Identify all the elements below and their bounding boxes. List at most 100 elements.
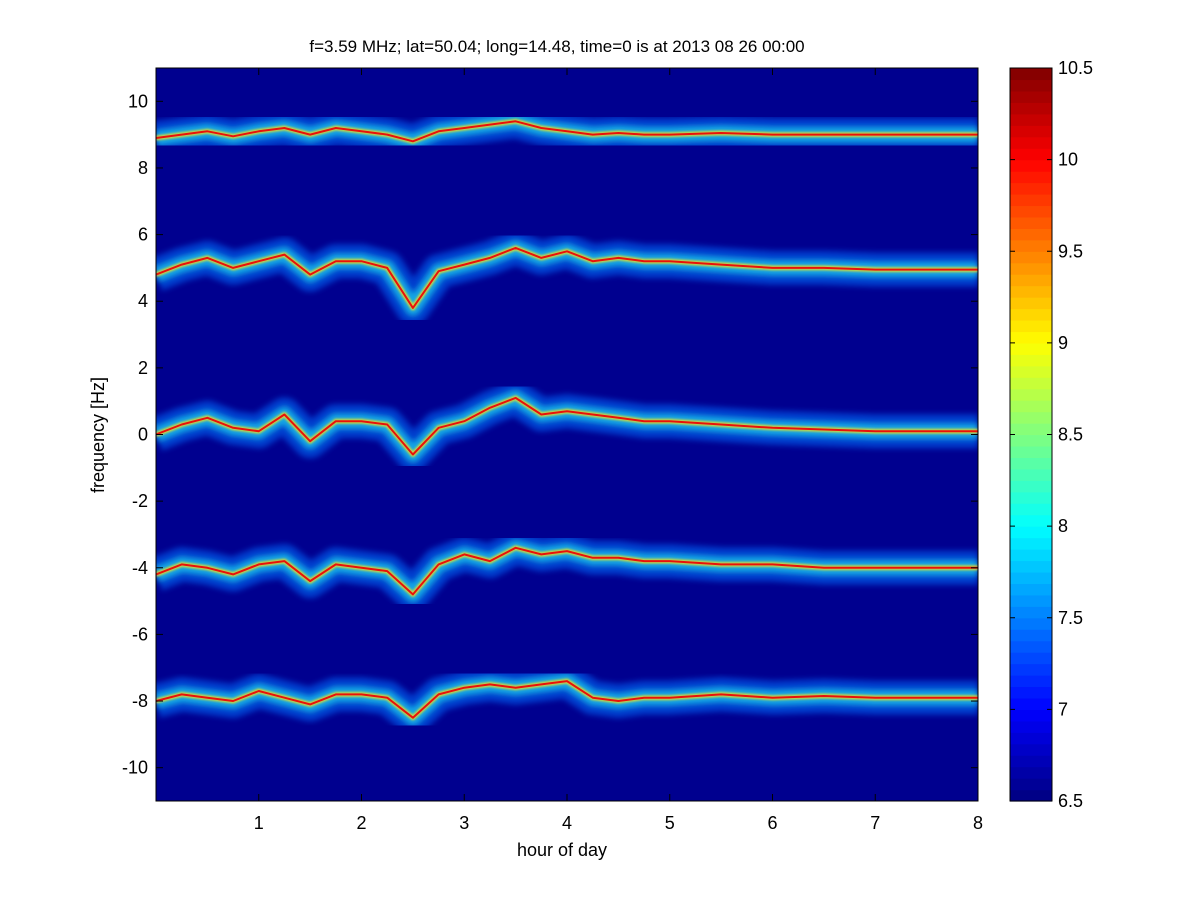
colorbar-tick-label: 8 — [1058, 516, 1068, 536]
colorbar-segment — [1010, 90, 1052, 103]
trace-line — [156, 396, 978, 456]
colorbar-segment — [1010, 171, 1052, 184]
colorbar-segment — [1010, 468, 1052, 481]
colorbar-segment — [1010, 308, 1052, 321]
colorbar-segment — [1010, 652, 1052, 665]
colorbar-tick-label: 6.5 — [1058, 791, 1083, 811]
colorbar-segment — [1010, 720, 1052, 733]
colorbar-segment — [1010, 491, 1052, 504]
colorbar-segment — [1010, 251, 1052, 264]
colorbar-segment — [1010, 560, 1052, 573]
y-tick-label: 4 — [138, 291, 148, 311]
trace-line — [156, 120, 978, 143]
colorbar-segment — [1010, 594, 1052, 607]
colorbar-segment — [1010, 262, 1052, 275]
x-axis: 1 2 3 4 5 6 7 8 — [254, 68, 983, 833]
colorbar-segment — [1010, 354, 1052, 367]
colorbar-tick-label: 10 — [1058, 150, 1078, 170]
y-tick-label: -4 — [132, 558, 148, 578]
y-tick-label: 0 — [138, 425, 148, 445]
colorbar-tick-label: 8.5 — [1058, 425, 1083, 445]
x-tick-label: 6 — [767, 813, 777, 833]
colorbar-segment — [1010, 342, 1052, 355]
x-tick-label: 4 — [562, 813, 572, 833]
colorbar-segment — [1010, 755, 1052, 768]
y-tick-label: -8 — [132, 691, 148, 711]
colorbar-segment — [1010, 766, 1052, 779]
y-axis: -10 -8 -6 -4 -2 0 2 4 6 8 10 — [122, 91, 978, 778]
trace-line — [156, 546, 978, 596]
y-tick-label: 8 — [138, 158, 148, 178]
x-tick-label: 5 — [665, 813, 675, 833]
colorbar-segment — [1010, 125, 1052, 138]
colorbar-segment — [1010, 778, 1052, 791]
colorbar-segment — [1010, 331, 1052, 344]
colorbar-segment — [1010, 663, 1052, 676]
colorbar-segment — [1010, 239, 1052, 252]
colorbar-segment — [1010, 182, 1052, 195]
x-tick-label: 8 — [973, 813, 983, 833]
colorbar-segment — [1010, 571, 1052, 584]
colorbar-segment — [1010, 789, 1052, 802]
colorbar-segment — [1010, 583, 1052, 596]
colorbar-segment — [1010, 629, 1052, 642]
colorbar-segment — [1010, 606, 1052, 619]
colorbar-segment — [1010, 68, 1052, 81]
colorbar-segment — [1010, 159, 1052, 172]
colorbar-segment — [1010, 102, 1052, 115]
colorbar-segment — [1010, 148, 1052, 161]
colorbar-tick-label: 10.5 — [1058, 58, 1093, 78]
colorbar-segment — [1010, 377, 1052, 390]
colorbar-segment — [1010, 640, 1052, 653]
trace-line — [156, 246, 978, 309]
colorbar-tick-label: 9.5 — [1058, 241, 1083, 261]
colorbar-segment — [1010, 297, 1052, 310]
colorbar-segment — [1010, 193, 1052, 207]
colorbar-segment — [1010, 423, 1052, 436]
colorbar-segment — [1010, 697, 1052, 710]
colorbar-segment — [1010, 285, 1052, 298]
colorbar-segment — [1010, 400, 1052, 413]
y-tick-label: -2 — [132, 491, 148, 511]
colorbar-segment — [1010, 503, 1052, 516]
chart-title: f=3.59 MHz; lat=50.04; long=14.48, time=… — [309, 37, 804, 56]
colorbar-segment — [1010, 274, 1052, 287]
colorbar: 6.5 7 7.5 8 8.5 9 9.5 10 10.5 — [1009, 58, 1093, 811]
colorbar-segment — [1010, 709, 1052, 722]
y-tick-label: 6 — [138, 225, 148, 245]
colorbar-tick-label: 7 — [1058, 699, 1068, 719]
colorbar-segment — [1010, 411, 1052, 424]
y-tick-label: -6 — [132, 624, 148, 644]
x-tick-label: 2 — [356, 813, 366, 833]
colorbar-segment — [1010, 216, 1052, 229]
colorbar-segment — [1010, 445, 1052, 458]
x-tick-label: 1 — [254, 813, 264, 833]
colorbar-segment — [1010, 319, 1052, 333]
colorbar-segment — [1010, 743, 1052, 756]
y-tick-label: 2 — [138, 358, 148, 378]
colorbar-segment — [1010, 388, 1052, 401]
colorbar-segment — [1010, 514, 1052, 527]
colorbar-segment — [1010, 113, 1052, 126]
colorbar-segment — [1010, 732, 1052, 745]
colorbar-segment — [1010, 675, 1052, 688]
colorbar-segment — [1010, 526, 1052, 539]
y-axis-label: frequency [Hz] — [88, 377, 108, 493]
x-tick-label: 7 — [870, 813, 880, 833]
colorbar-segment — [1010, 434, 1052, 447]
x-axis-label: hour of day — [517, 840, 607, 860]
colorbar-segment — [1010, 617, 1052, 630]
spectral-traces — [156, 104, 978, 735]
colorbar-segment — [1010, 228, 1052, 241]
trace-line — [156, 680, 978, 719]
colorbar-segment — [1010, 537, 1052, 550]
colorbar-segment — [1010, 205, 1052, 218]
y-tick-label: -10 — [122, 758, 148, 778]
colorbar-tick-label: 9 — [1058, 333, 1068, 353]
colorbar-segment — [1010, 480, 1052, 493]
colorbar-segment — [1010, 457, 1052, 470]
colorbar-segment — [1010, 79, 1052, 92]
y-tick-label: 10 — [128, 91, 148, 111]
colorbar-segment — [1010, 686, 1052, 699]
